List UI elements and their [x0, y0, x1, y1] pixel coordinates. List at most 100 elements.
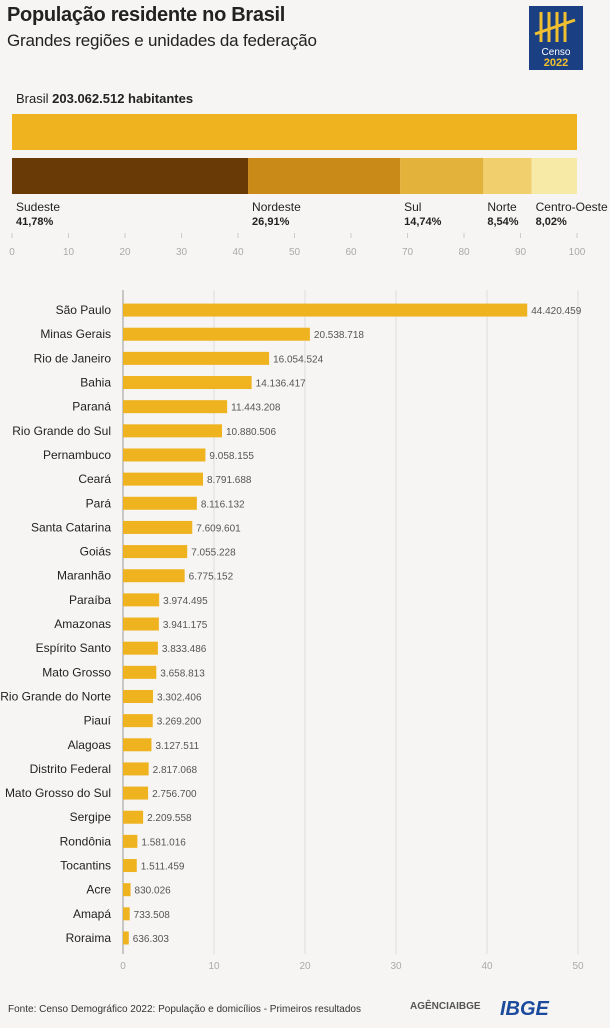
agencia-ibge-logo: AGÊNCIAIBGE	[410, 1001, 481, 1012]
bar	[123, 859, 137, 873]
source-footer: Fonte: Censo Demográfico 2022: População…	[8, 1004, 361, 1015]
state-label: Roraima	[66, 931, 112, 945]
region-segment	[531, 158, 577, 194]
value-label: 830.026	[135, 886, 172, 897]
bar	[123, 351, 270, 365]
bar	[123, 762, 149, 776]
state-label: Tocantins	[60, 859, 111, 873]
region-name: Norte	[487, 200, 517, 214]
state-label: Amapá	[73, 907, 111, 921]
region-name: Sul	[404, 200, 421, 214]
region-percent: 41,78%	[16, 216, 54, 228]
bar	[123, 593, 160, 607]
page-title: População residente no Brasil	[7, 4, 286, 26]
value-label: 7.055.228	[191, 548, 236, 559]
region-percent: 8,54%	[487, 216, 518, 228]
state-label: Amazonas	[54, 617, 111, 631]
bar	[123, 689, 154, 703]
x-tick-label: 40	[232, 247, 244, 258]
x-tick-label: 0	[9, 247, 15, 258]
region-name: Nordeste	[252, 200, 301, 214]
bar	[123, 665, 157, 679]
value-label: 3.269.200	[157, 717, 202, 728]
bar	[123, 786, 149, 800]
state-label: Minas Gerais	[40, 327, 111, 341]
x-tick-label: 40	[481, 961, 493, 970]
bar	[123, 376, 252, 390]
state-label: Rio de Janeiro	[34, 351, 112, 365]
x-tick-label: 100	[569, 247, 586, 258]
state-label: Rio Grande do Norte	[0, 689, 111, 703]
region-name: Centro-Oeste	[536, 200, 608, 214]
region-segment	[248, 158, 401, 194]
bar	[123, 400, 228, 414]
x-tick-label: 50	[289, 247, 301, 258]
state-label: Distrito Federal	[30, 762, 111, 776]
state-label: Espírito Santo	[36, 641, 112, 655]
agencia-text: AGÊNCIAIBGE	[410, 1001, 481, 1012]
x-tick-label: 30	[176, 247, 188, 258]
state-label: Goiás	[80, 545, 111, 559]
bar	[123, 738, 152, 752]
bar	[123, 520, 193, 534]
state-label: Mato Grosso	[42, 665, 111, 679]
bar	[123, 545, 188, 559]
value-label: 16.054.524	[273, 354, 323, 365]
page-subtitle: Grandes regiões e unidades da federação	[7, 31, 317, 50]
region-percent: 26,91%	[252, 216, 290, 228]
value-label: 636.303	[133, 934, 170, 945]
x-tick-label: 0	[120, 961, 126, 970]
bar	[123, 327, 310, 341]
x-tick-label: 10	[63, 247, 75, 258]
state-label: Rio Grande do Sul	[12, 424, 111, 438]
value-label: 3.658.813	[160, 668, 205, 679]
value-label: 20.538.718	[314, 330, 364, 341]
x-tick-label: 30	[390, 961, 402, 970]
region-segment	[483, 158, 532, 194]
bar	[123, 303, 528, 317]
value-label: 8.116.132	[201, 499, 245, 510]
region-percent: 14,74%	[404, 216, 442, 228]
region-segment	[400, 158, 484, 194]
x-tick-label: 90	[515, 247, 527, 258]
value-label: 14.136.417	[256, 379, 306, 390]
state-label: Paraná	[72, 400, 111, 414]
x-tick-label: 50	[572, 961, 584, 970]
logo-year: 2022	[544, 57, 568, 69]
state-label: São Paulo	[56, 303, 112, 317]
value-label: 8.791.688	[207, 475, 252, 486]
state-label: Piauí	[84, 714, 112, 728]
state-label: Pernambuco	[43, 448, 111, 462]
x-tick-label: 60	[345, 247, 357, 258]
state-label: Acre	[86, 883, 111, 897]
region-percent: 8,02%	[536, 216, 567, 228]
bar	[123, 810, 144, 824]
bar	[123, 448, 206, 462]
value-label: 3.833.486	[162, 644, 207, 655]
value-label: 2.817.068	[153, 765, 198, 776]
x-tick-label: 80	[458, 247, 470, 258]
value-label: 733.508	[134, 910, 171, 921]
brasil-value: 203.062.512 habitantes	[52, 91, 194, 106]
bar	[123, 834, 138, 848]
state-label: Bahia	[80, 376, 111, 390]
state-label: Alagoas	[68, 738, 111, 752]
x-tick-label: 70	[402, 247, 414, 258]
value-label: 3.974.495	[163, 596, 208, 607]
value-label: 44.420.459	[531, 306, 581, 317]
state-label: Paraíba	[69, 593, 111, 607]
value-label: 6.775.152	[189, 572, 234, 583]
state-label: Maranhão	[57, 569, 111, 583]
value-label: 3.302.406	[157, 692, 202, 703]
bar	[123, 496, 197, 510]
state-label: Sergipe	[70, 810, 112, 824]
value-label: 1.511.459	[141, 862, 185, 873]
bar	[123, 569, 185, 583]
state-label: Ceará	[78, 472, 111, 486]
logo-text: Censo	[542, 47, 571, 58]
brasil-total: Brasil 203.062.512 habitantes	[16, 91, 193, 106]
bar	[123, 931, 129, 945]
ibge-logo: IBGE	[500, 998, 549, 1020]
value-label: 2.756.700	[152, 789, 197, 800]
bar	[123, 907, 130, 921]
